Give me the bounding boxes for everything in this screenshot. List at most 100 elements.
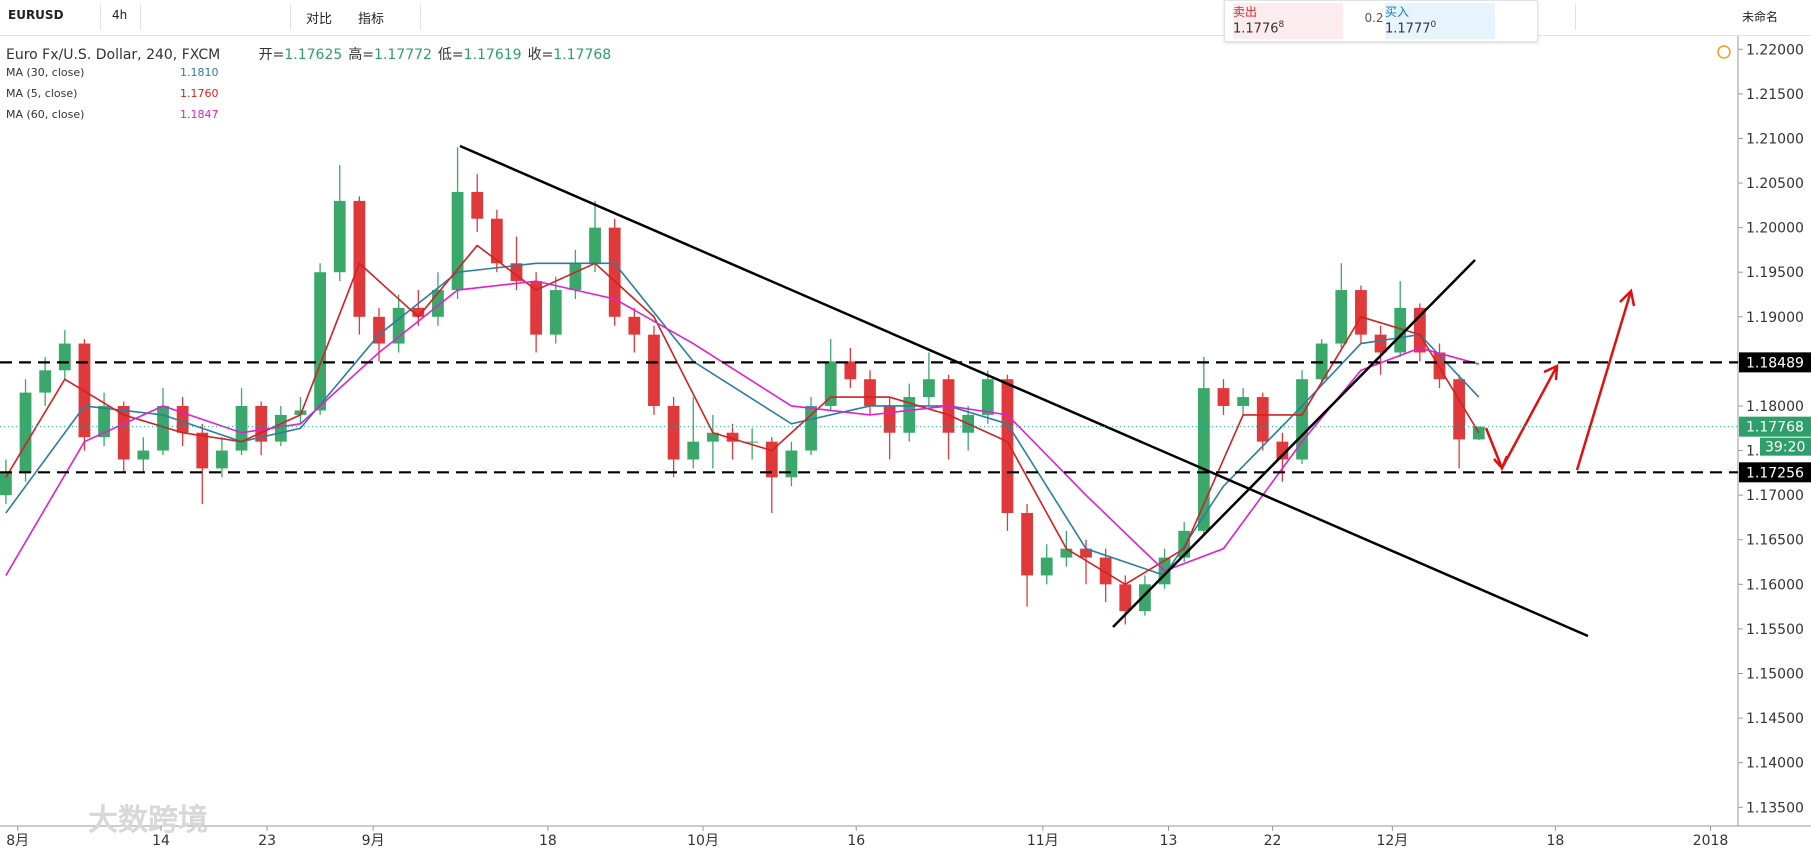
- sell-price: 1.1776: [1233, 21, 1279, 37]
- candle-body: [451, 191, 464, 291]
- candle-body: [726, 432, 739, 442]
- candle-body: [805, 405, 817, 451]
- candle-body: [157, 405, 169, 451]
- candle-body: [883, 405, 896, 433]
- ohlc-value: 1.17619: [463, 47, 522, 63]
- last-price-bg: [1739, 416, 1811, 437]
- last-price-label: 1.17768: [1746, 420, 1804, 436]
- separator: [140, 4, 141, 30]
- candle-body: [471, 191, 484, 219]
- buy-label: 买入: [1385, 5, 1410, 19]
- drawings: [459, 144, 1636, 638]
- countdown-bg: [1760, 437, 1811, 456]
- candle-body: [746, 441, 759, 443]
- y-tick-label: 1.14500: [1746, 711, 1804, 727]
- ohlc-label: 高=: [348, 47, 375, 63]
- indicator-name: MA (60, close): [6, 108, 85, 121]
- candle-body: [923, 379, 935, 398]
- level-label: 1.18489: [1746, 355, 1804, 371]
- candle-body: [255, 405, 268, 442]
- indicator-value: 1.1847: [180, 108, 219, 121]
- candle-body: [216, 450, 228, 469]
- candle-body: [0, 472, 12, 496]
- toolbar: EURUSD 4h 对比 指标 未命名: [0, 0, 1811, 36]
- ohlc-value: 1.17772: [374, 47, 432, 63]
- legend-main: Euro Fx/U.S. Dollar, 240, FXCM 开=1.17625…: [6, 44, 611, 64]
- candle-body: [1394, 307, 1407, 353]
- y-tick-label: 1.15000: [1746, 667, 1804, 683]
- candle-body: [373, 316, 385, 344]
- candle-body: [1237, 397, 1250, 406]
- ohlc-label: 收=: [527, 47, 554, 63]
- candle-body: [589, 227, 601, 264]
- symbol[interactable]: EURUSD: [8, 8, 64, 22]
- sell-digit: 8: [1278, 20, 1285, 30]
- compare-button[interactable]: 对比: [306, 12, 333, 27]
- candle-body: [648, 334, 660, 406]
- y-tick-label: 1.14000: [1746, 756, 1804, 772]
- indicator-legend: MA (60, close) 1.1847: [6, 108, 219, 121]
- buy-digit: 0: [1430, 20, 1437, 30]
- ma-line: [5, 262, 1480, 577]
- spread: 0.2: [1364, 11, 1384, 25]
- indicators-button[interactable]: 指标: [358, 12, 385, 27]
- x-tick-label: 22: [1264, 833, 1282, 849]
- candle-body: [1413, 307, 1426, 353]
- candle-body: [981, 379, 994, 415]
- candle-body: [1139, 584, 1151, 612]
- candle-body: [1374, 334, 1387, 353]
- trend-line: [1112, 259, 1476, 628]
- candle-body: [196, 432, 209, 469]
- sell-label: 卖出: [1233, 5, 1258, 19]
- candle-body: [844, 361, 857, 380]
- candle-body: [176, 405, 189, 433]
- candle-body: [392, 307, 405, 344]
- countdown: 39:20: [1765, 440, 1805, 456]
- ohlc-label: 低=: [437, 47, 464, 63]
- candle-body: [412, 307, 425, 317]
- candle-body: [117, 405, 130, 460]
- candle-body: [687, 441, 700, 460]
- buy-panel[interactable]: 买入 1.17770: [1385, 3, 1495, 39]
- candle-body: [274, 414, 287, 442]
- candle-body: [294, 410, 307, 415]
- y-tick-label: 1.22000: [1746, 42, 1804, 58]
- candle-body: [1453, 379, 1466, 440]
- candle-body: [785, 450, 798, 478]
- candle-body: [314, 272, 326, 411]
- x-tick-label: 14: [152, 833, 170, 849]
- y-tick-label: 1.16500: [1746, 533, 1804, 549]
- candle-body: [1335, 290, 1348, 344]
- candle-body: [19, 392, 32, 473]
- candle-body: [137, 450, 150, 460]
- candle-body: [569, 263, 582, 291]
- ohlc-value: 1.17625: [284, 47, 343, 63]
- level-label-bg: [1739, 462, 1811, 483]
- sell-panel[interactable]: 卖出 1.17768: [1233, 3, 1343, 39]
- quote-box: 卖出 1.17768 0.2 买入 1.17770: [1224, 0, 1538, 42]
- y-tick-label: 1.16000: [1746, 577, 1804, 593]
- trend-line: [459, 144, 1589, 638]
- indicator-name: MA (30, close): [6, 66, 85, 79]
- candle-body: [510, 263, 523, 282]
- y-tick-label: 1.15500: [1746, 622, 1804, 638]
- x-tick-label: 12月: [1376, 833, 1408, 849]
- buy-price: 1.1777: [1385, 21, 1431, 37]
- arrow-head: [1493, 455, 1509, 471]
- arrow-head: [1543, 363, 1559, 381]
- interval[interactable]: 4h: [112, 8, 128, 22]
- alert-icon[interactable]: [1717, 45, 1731, 59]
- layout-name[interactable]: 未命名: [1742, 10, 1779, 24]
- x-tick-label: 18: [1546, 833, 1564, 849]
- separator: [420, 4, 421, 30]
- x-tick-label: 10月: [687, 833, 719, 849]
- candle-body: [608, 227, 621, 317]
- y-tick-label: 1.20000: [1746, 221, 1804, 237]
- indicator-value: 1.1810: [180, 66, 219, 79]
- candle-body: [333, 200, 346, 273]
- candle-body: [432, 290, 444, 317]
- level-label-bg: [1739, 352, 1811, 373]
- y-tick-label: 1.21500: [1746, 87, 1804, 103]
- candle-body: [1080, 548, 1092, 558]
